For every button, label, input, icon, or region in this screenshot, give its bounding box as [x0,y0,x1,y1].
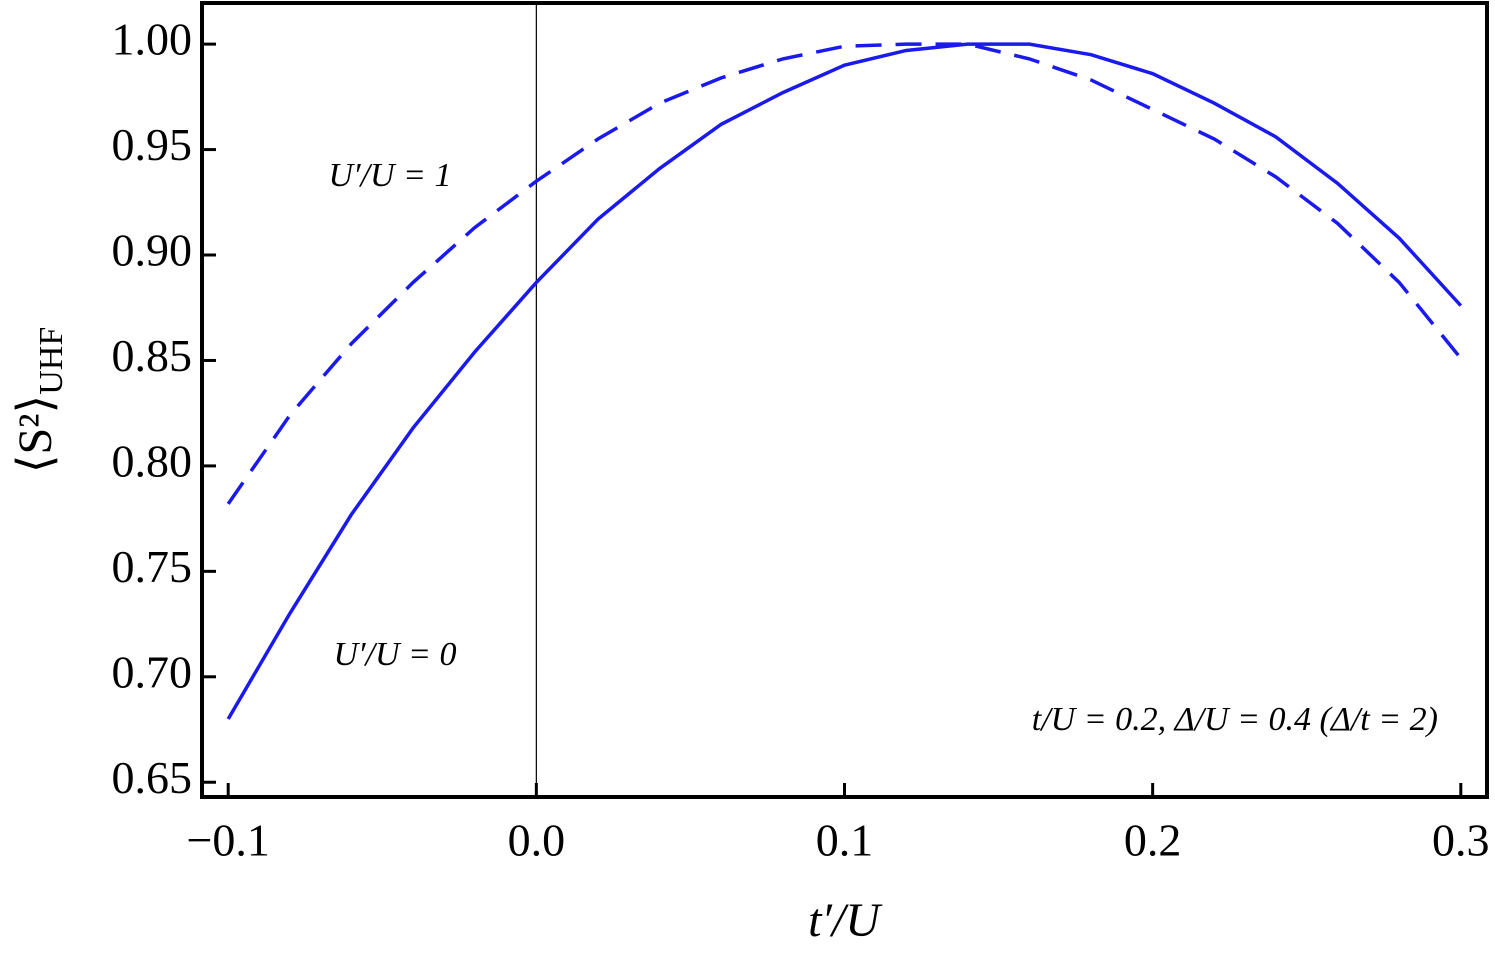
x-tick-label: 0.3 [1432,815,1490,866]
y-axis-label-sub: UHF [33,327,70,395]
y-axis-label: ⟨S²⟩UHF [9,327,70,474]
x-tick-label: 0.0 [508,815,566,866]
y-tick-label: 0.90 [112,225,193,276]
series-label: U′/U = 1 [329,157,452,194]
y-tick-label: 0.85 [112,330,193,381]
plot-frame [200,1,1489,799]
y-tick-label: 0.95 [112,119,193,170]
series-label: U′/U = 0 [334,636,457,673]
y-tick-label: 1.00 [112,14,193,65]
series-line [226,42,1463,505]
annotation: t/U = 0.2, Δ/U = 0.4 (Δ/t = 2) [1032,701,1438,738]
y-tick-label: 0.80 [112,435,193,486]
x-tick-label: 0.2 [1124,815,1182,866]
y-tick-label: 0.65 [112,752,193,803]
y-tick-label: 0.75 [112,541,193,592]
x-axis-label: t′/U [808,894,883,947]
x-tick-label: 0.1 [816,815,874,866]
y-axis-label-main: ⟨S²⟩ [9,395,62,474]
x-tick-label: −0.1 [186,815,269,866]
y-tick-label: 0.70 [112,646,193,697]
series-line [226,42,1463,720]
